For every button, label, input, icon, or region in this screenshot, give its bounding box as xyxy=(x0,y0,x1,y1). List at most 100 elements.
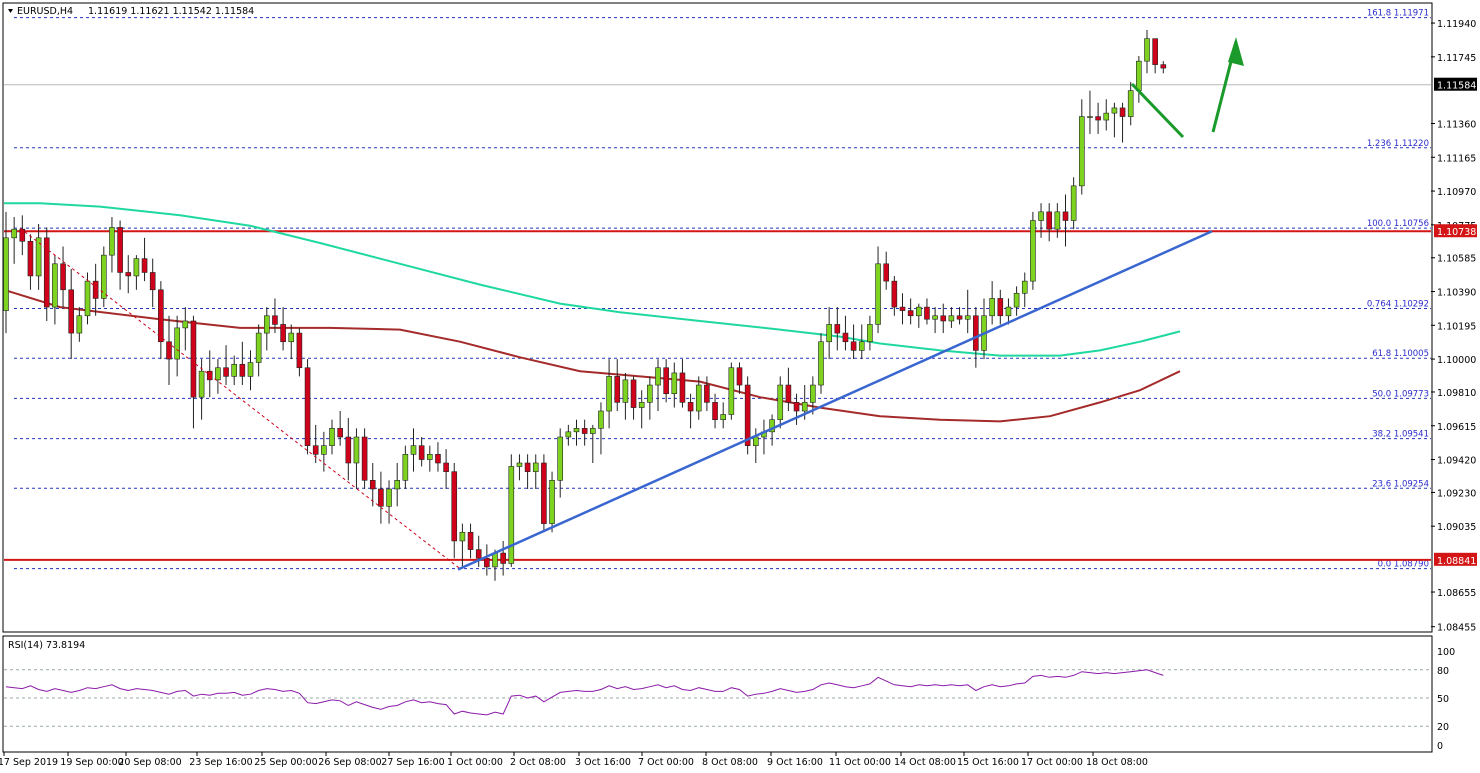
bearish-candle xyxy=(924,306,930,320)
time-axis-label: 26 Sep 08:00 xyxy=(318,757,381,768)
dropdown-triangle-icon[interactable] xyxy=(8,9,13,13)
bearish-candle xyxy=(369,480,376,490)
bullish-candle xyxy=(231,363,237,377)
bearish-candle xyxy=(663,367,669,395)
time-axis-label: 14 Oct 08:00 xyxy=(894,757,956,768)
bearish-candle xyxy=(524,462,531,472)
bullish-candle xyxy=(598,410,604,429)
bullish-candle xyxy=(11,228,17,239)
bullish-candle xyxy=(1013,292,1020,308)
rsi-indicator xyxy=(4,669,1431,727)
bearish-candle xyxy=(1119,107,1126,117)
fib-level-label: 61.8 1.10005 xyxy=(1372,349,1429,359)
bullish-candle xyxy=(52,263,58,308)
bearish-candle xyxy=(907,310,914,317)
bullish-candle xyxy=(989,298,995,317)
bullish-candle xyxy=(459,531,466,542)
bearish-candle xyxy=(940,315,947,322)
fib-swing-line xyxy=(19,227,461,570)
bearish-candle xyxy=(1095,116,1101,121)
slow-moving-average-line xyxy=(4,202,1181,357)
bearish-candle xyxy=(687,402,694,412)
price-axis-label: 1.09035 xyxy=(1437,522,1476,533)
upside-arrow-head xyxy=(1228,37,1244,66)
bearish-candle xyxy=(842,332,849,343)
rsi-axis-label: 20 xyxy=(1437,722,1449,733)
bullish-candle xyxy=(728,367,735,415)
bullish-candle xyxy=(948,315,955,322)
bullish-candle xyxy=(410,445,417,455)
bullish-candle xyxy=(321,445,327,455)
bearish-candle xyxy=(1152,38,1158,65)
price-axis-label: 1.11745 xyxy=(1437,53,1476,64)
time-axis-label: 25 Sep 00:00 xyxy=(254,757,317,768)
bullish-candle xyxy=(1087,116,1093,118)
resistance-tag-box xyxy=(1434,224,1477,238)
price-axis-label: 1.09810 xyxy=(1437,388,1476,399)
time-axis-label: 1 Oct 00:00 xyxy=(447,757,503,768)
moving-averages xyxy=(3,202,1181,423)
bullish-candle xyxy=(573,428,580,433)
price-axis-label: 1.11165 xyxy=(1437,153,1476,164)
bearish-candle xyxy=(891,280,898,308)
bullish-candle xyxy=(915,306,922,317)
bullish-candle xyxy=(769,419,775,433)
price-axis-label: 1.09615 xyxy=(1437,422,1476,433)
bearish-candle xyxy=(679,372,686,403)
bearish-candle xyxy=(1160,64,1167,69)
bearish-candle xyxy=(467,531,474,550)
bearish-candle xyxy=(630,379,637,408)
price-axis-label: 1.10000 xyxy=(1437,355,1476,366)
rsi-label: RSI(14) 73.8194 xyxy=(8,640,85,651)
bullish-candle xyxy=(752,436,759,446)
bearish-candle xyxy=(541,462,547,524)
time-axis-label: 19 Sep 00:00 xyxy=(60,757,123,768)
bearish-candle xyxy=(149,272,156,291)
bullish-candle xyxy=(720,414,727,420)
bearish-candle xyxy=(345,436,352,464)
bullish-candle xyxy=(1005,306,1012,317)
bullish-candle xyxy=(810,384,816,403)
bearish-candle xyxy=(361,436,368,481)
bullish-candle xyxy=(1144,38,1150,62)
bullish-candle xyxy=(288,332,295,343)
time-axis-label: 3 Oct 16:00 xyxy=(575,757,631,768)
fib-level-label: 1.236 1.11220 xyxy=(1367,139,1429,149)
bullish-candle xyxy=(426,454,433,460)
price-axis-label: 1.10390 xyxy=(1437,288,1476,299)
bullish-candle xyxy=(1038,211,1044,221)
chart-header: EURUSD,H4 1.11619 1.11621 1.11542 1.1158… xyxy=(8,6,254,17)
bullish-candle xyxy=(329,428,335,446)
bullish-candle xyxy=(247,362,254,377)
axes: 100 80 50 20 0 1.11940 1.11745 1.11360 1.11165 1.… xyxy=(0,19,1477,768)
rsi-axis-label: 80 xyxy=(1437,666,1449,677)
annotations xyxy=(19,37,1244,571)
bearish-candle xyxy=(443,462,449,472)
rsi-axis-label: 50 xyxy=(1437,694,1449,705)
bullish-candle xyxy=(801,402,808,412)
bullish-candle xyxy=(263,315,270,334)
bullish-candle xyxy=(858,341,865,351)
bearish-candle xyxy=(304,367,311,446)
bullish-candle xyxy=(101,254,107,299)
bullish-candle xyxy=(35,237,42,277)
bullish-candle xyxy=(818,341,824,386)
bullish-candle xyxy=(671,372,678,395)
bearish-candle xyxy=(158,289,164,343)
bullish-candle xyxy=(174,327,180,360)
bullish-candle xyxy=(777,384,784,420)
time-axis-label: 23 Sep 16:00 xyxy=(189,757,252,768)
bearish-candle xyxy=(956,315,963,320)
bullish-candle xyxy=(1111,107,1118,114)
bullish-candle xyxy=(215,367,221,381)
ohlc-values: 1.11619 1.11621 1.11542 1.11584 xyxy=(88,6,254,17)
bullish-candle xyxy=(647,384,653,403)
fib-level-label: 23.6 1.09254 xyxy=(1372,479,1429,489)
bearish-candle xyxy=(850,341,857,351)
bearish-candle xyxy=(834,324,841,334)
current-price-tag-label: 1.11584 xyxy=(1437,81,1476,92)
bullish-candle xyxy=(606,376,612,412)
time-axis-label: 2 Oct 08:00 xyxy=(510,757,566,768)
bullish-candle xyxy=(695,384,702,412)
bullish-candle xyxy=(638,402,645,408)
